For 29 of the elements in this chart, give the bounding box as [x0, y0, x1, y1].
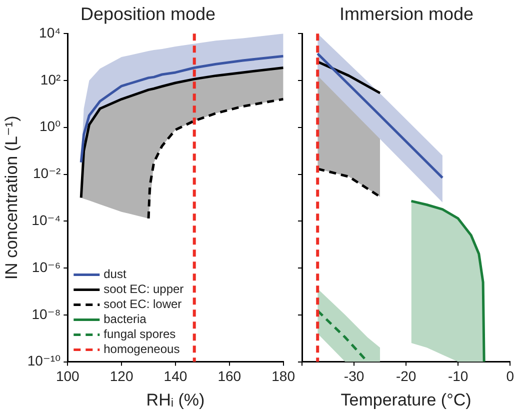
y-tick-label: 10⁻⁶	[32, 258, 61, 275]
x-axis-title: Temperature (°C)	[340, 390, 472, 410]
legend-label: soot EC: upper	[104, 282, 184, 296]
legend-label: fungal spores	[104, 327, 176, 342]
y-tick-label: 10⁻¹⁰	[27, 352, 62, 369]
legend-label: soot EC: lower	[104, 297, 182, 312]
chart-title: Immersion mode	[339, 4, 474, 24]
y-tick-label: 10²	[40, 71, 61, 88]
y-tick-label: 10⁻²	[33, 165, 61, 182]
y-tick-label: 10⁰	[39, 118, 62, 134]
y-axis-title: IN concentration (L⁻¹)	[2, 116, 21, 280]
x-tick-label: -30	[344, 368, 364, 384]
x-tick-label: 120	[110, 368, 134, 384]
x-tick-label: 180	[272, 368, 296, 384]
chart-title: Deposition mode	[80, 4, 216, 24]
y-tick-label: 10⁻⁴	[32, 212, 61, 228]
legend-label: bacteria	[104, 312, 147, 326]
legend-label: dust	[104, 267, 127, 282]
x-tick-label: 140	[164, 368, 188, 384]
y-tick-label: 10⁴	[39, 24, 61, 40]
x-tick-label: -10	[448, 368, 468, 384]
x-tick-label: 100	[56, 368, 80, 384]
x-tick-label: 160	[218, 368, 242, 384]
x-tick-label: 0	[506, 368, 514, 384]
x-axis-title: RHᵢ (%)	[146, 390, 205, 410]
y-tick-label: 10⁻⁸	[32, 306, 61, 322]
x-tick-label: -20	[396, 368, 416, 384]
ref-line-label: homogeneous	[104, 342, 180, 356]
line-series	[147, 98, 284, 220]
